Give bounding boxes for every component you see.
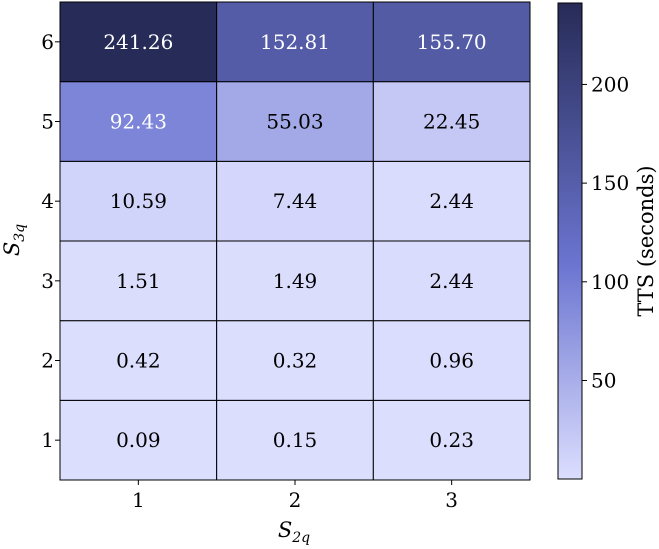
y-tick-label: 5 (41, 110, 54, 134)
y-tick-label: 1 (41, 428, 54, 452)
heatmap-cell (59, 240, 218, 322)
heatmap-cell-label: 0.42 (116, 349, 161, 373)
heatmap-cell (372, 320, 531, 401)
heatmap-cell-label: 1.51 (116, 269, 161, 293)
y-tick-label: 2 (41, 349, 54, 373)
colorbar-label: TTS (seconds) (634, 165, 658, 316)
heatmap-cell (216, 1, 374, 83)
heatmap-cell-label: 10.59 (110, 189, 167, 213)
heatmap-cell (59, 399, 218, 481)
y-tick-label: 3 (41, 269, 54, 293)
heatmap-cell (59, 81, 218, 162)
x-tick-label: 1 (132, 488, 145, 512)
heatmap-cell-label: 0.09 (116, 428, 161, 452)
y-tick-label: 4 (41, 189, 54, 213)
heatmap-cell-label: 0.96 (429, 349, 474, 373)
y-axis-label: S3q (0, 224, 28, 256)
heatmap-cell (372, 240, 531, 322)
heatmap-cell (372, 81, 531, 162)
heatmap-cell-label: 7.44 (273, 189, 318, 213)
x-axis-label: S2q (278, 518, 310, 546)
x-tick-label: 3 (445, 488, 458, 512)
heatmap-cell-label: 92.43 (110, 110, 167, 134)
colorbar-tick-label: 100 (591, 270, 629, 294)
heatmap-cell-label: 55.03 (266, 110, 323, 134)
heatmap-cell (59, 320, 218, 401)
heatmap-cell (216, 240, 374, 322)
y-axis-label-sub: 3q (12, 224, 28, 242)
heatmap-cell (216, 320, 374, 401)
heatmap-cell-label: 22.45 (423, 110, 480, 134)
heatmap-cell-label: 0.23 (429, 428, 474, 452)
heatmap-cell-label: 1.49 (273, 269, 318, 293)
colorbar-tick-label: 50 (591, 368, 616, 392)
heatmap-cell-label: 152.81 (260, 30, 330, 54)
heatmap-cell (59, 160, 218, 242)
heatmap-cell-label: 2.44 (429, 189, 474, 213)
heatmap-cell-label: 241.26 (103, 30, 173, 54)
colorbar-ticks: 50 100 150 200 (582, 72, 629, 392)
y-tick-label: 6 (41, 30, 54, 54)
heatmap-cell (216, 399, 374, 481)
heatmap-cell-label: 0.15 (273, 428, 318, 452)
axis-ticks: 1 2 3 1 2 3 4 5 6 (41, 30, 458, 512)
heatmap-cells: 0.09 0.15 0.23 0.42 0.32 0.96 1.51 1.49 2.44 10.5… (59, 1, 531, 481)
x-axis-label-main: S (278, 518, 292, 542)
heatmap-cell (372, 160, 531, 242)
y-axis-label-main: S (0, 242, 24, 256)
heatmap-cell-label: 155.70 (417, 30, 487, 54)
heatmap-cell-label: 2.44 (429, 269, 474, 293)
colorbar-tick-label: 200 (591, 72, 629, 96)
colorbar (557, 2, 583, 480)
colorbar-tick-label: 150 (591, 171, 629, 195)
heatmap-cell-label: 0.32 (273, 349, 318, 373)
x-axis-label-sub: 2q (291, 530, 310, 546)
x-tick-label: 2 (289, 488, 302, 512)
heatmap-cell (372, 1, 531, 83)
